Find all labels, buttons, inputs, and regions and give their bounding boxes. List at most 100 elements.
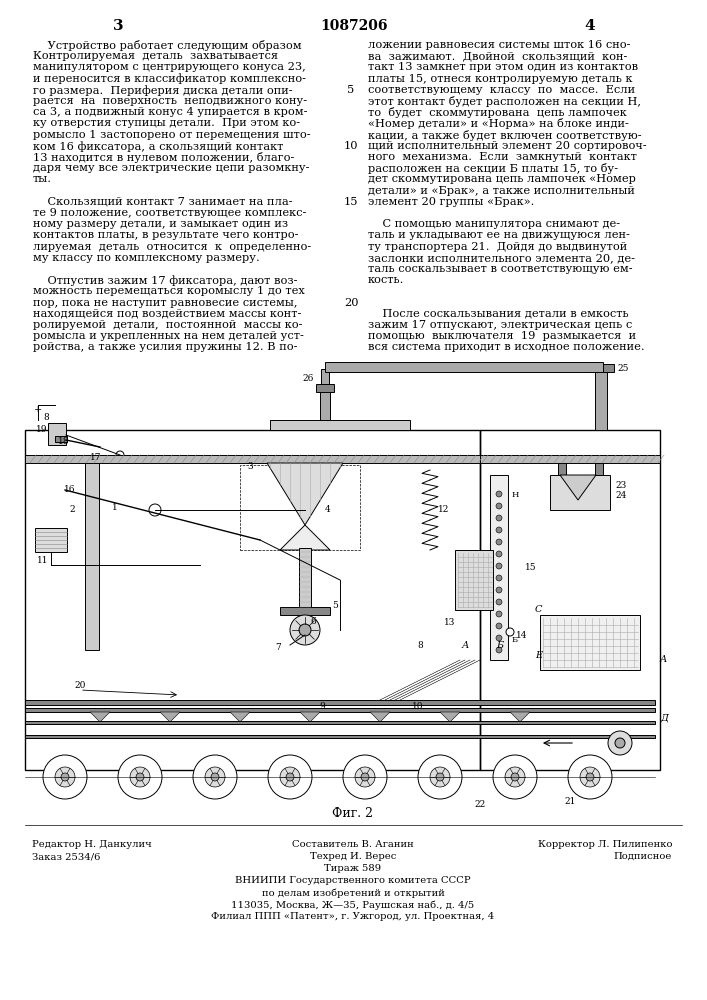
Text: манипулятором с центрирующего конуса 23,: манипулятором с центрирующего конуса 23, xyxy=(33,62,305,72)
Text: ному размеру детали, и замыкает один из: ному размеру детали, и замыкает один из xyxy=(33,219,288,229)
Text: 20: 20 xyxy=(74,681,86,690)
Text: ку отверстия ступицы детали.  При этом ко-: ку отверстия ступицы детали. При этом ко… xyxy=(33,118,300,128)
Text: 3: 3 xyxy=(247,462,252,471)
Text: вся система приходит в исходное положение.: вся система приходит в исходное положени… xyxy=(368,342,645,352)
Text: После соскальзывания детали в емкость: После соскальзывания детали в емкость xyxy=(368,309,629,319)
Bar xyxy=(25,708,655,712)
Circle shape xyxy=(493,755,537,799)
Text: щий исполнительный элемент 20 сортировоч-: щий исполнительный элемент 20 сортировоч… xyxy=(368,141,647,151)
Bar xyxy=(321,369,329,384)
Text: Редактор Н. Данкулич: Редактор Н. Данкулич xyxy=(32,840,152,849)
Text: Фиг. 2: Фиг. 2 xyxy=(332,807,373,820)
Polygon shape xyxy=(560,475,596,500)
Bar xyxy=(48,423,66,445)
Circle shape xyxy=(496,635,502,641)
Circle shape xyxy=(496,491,502,497)
Text: ВНИИПИ Государственного комитета СССР: ВНИИПИ Государственного комитета СССР xyxy=(235,876,471,885)
Circle shape xyxy=(136,773,144,781)
Text: зажим 17 отпускают, электрическая цепь с: зажим 17 отпускают, электрическая цепь с xyxy=(368,320,632,330)
Bar xyxy=(280,607,330,615)
Text: го размера.  Периферия диска детали опи-: го размера. Периферия диска детали опи- xyxy=(33,85,293,96)
Text: Составитель В. Аганин: Составитель В. Аганин xyxy=(292,840,414,849)
Circle shape xyxy=(506,628,514,636)
Text: 113035, Москва, Ж—35, Раушская наб., д. 4/5: 113035, Москва, Ж—35, Раушская наб., д. … xyxy=(231,900,474,910)
Text: А: А xyxy=(660,656,667,664)
Text: даря чему все электрические цепи разомкну-: даря чему все электрические цепи разомкн… xyxy=(33,163,310,173)
Polygon shape xyxy=(370,712,390,722)
Text: Филиал ППП «Патент», г. Ужгород, ул. Проектная, 4: Филиал ППП «Патент», г. Ужгород, ул. Про… xyxy=(211,912,495,921)
Text: 20: 20 xyxy=(344,298,358,308)
Circle shape xyxy=(496,623,502,629)
Circle shape xyxy=(130,767,150,787)
Text: 1087206: 1087206 xyxy=(320,19,387,33)
Bar xyxy=(25,455,480,463)
Text: +: + xyxy=(34,406,42,414)
Bar xyxy=(595,463,603,475)
Text: Заказ 2534/6: Заказ 2534/6 xyxy=(32,852,100,861)
Polygon shape xyxy=(90,712,110,722)
Circle shape xyxy=(496,551,502,557)
Text: 12: 12 xyxy=(438,506,450,514)
Circle shape xyxy=(496,515,502,521)
Circle shape xyxy=(361,773,369,781)
Text: «Номер детали» и «Норма» на блоке инди-: «Номер детали» и «Норма» на блоке инди- xyxy=(368,118,629,129)
Text: ролируемой  детали,  постоянной  массы ко-: ролируемой детали, постоянной массы ко- xyxy=(33,320,303,330)
Bar xyxy=(480,430,660,770)
Circle shape xyxy=(116,451,124,459)
Text: ложении равновесия системы шток 16 сно-: ложении равновесия системы шток 16 сно- xyxy=(368,40,631,50)
Text: соответствующему  классу  по  массе.  Если: соответствующему классу по массе. Если xyxy=(368,85,635,95)
Circle shape xyxy=(280,767,300,787)
Circle shape xyxy=(496,575,502,581)
Text: ты.: ты. xyxy=(33,174,52,184)
Text: кации, а также будет включен соответствую-: кации, а также будет включен соответству… xyxy=(368,130,642,141)
Circle shape xyxy=(580,767,600,787)
Text: са 3, а подвижный конус 4 упирается в кром-: са 3, а подвижный конус 4 упирается в кр… xyxy=(33,107,308,117)
Text: 7: 7 xyxy=(275,644,281,652)
Circle shape xyxy=(343,755,387,799)
Text: Е: Е xyxy=(535,650,542,660)
Bar xyxy=(455,550,493,610)
Circle shape xyxy=(496,599,502,605)
Text: по делам изобретений и открытий: по делам изобретений и открытий xyxy=(262,888,445,898)
Polygon shape xyxy=(300,712,320,722)
Text: кость.: кость. xyxy=(368,275,404,285)
Text: 4: 4 xyxy=(325,506,331,514)
Text: можность перемещаться коромыслу 1 до тех: можность перемещаться коромыслу 1 до тех xyxy=(33,286,305,296)
Text: А: А xyxy=(461,641,469,650)
Bar xyxy=(299,548,311,610)
Bar xyxy=(480,455,660,463)
Circle shape xyxy=(608,731,632,755)
Text: расположен на секции Б платы 15, то бу-: расположен на секции Б платы 15, то бу- xyxy=(368,163,618,174)
Bar xyxy=(490,475,508,660)
Bar xyxy=(270,420,410,430)
Circle shape xyxy=(496,587,502,593)
Circle shape xyxy=(496,539,502,545)
Text: помощью  выключателя  19  размыкается  и: помощью выключателя 19 размыкается и xyxy=(368,331,636,341)
Text: ройства, а также усилия пружины 12. В по-: ройства, а также усилия пружины 12. В по… xyxy=(33,342,298,352)
Text: 18: 18 xyxy=(58,438,69,446)
Text: 5: 5 xyxy=(332,600,338,609)
Bar xyxy=(25,721,655,724)
Text: находящейся под воздействием массы конт-: находящейся под воздействием массы конт- xyxy=(33,309,301,319)
Circle shape xyxy=(286,773,294,781)
Polygon shape xyxy=(267,463,343,525)
Polygon shape xyxy=(230,712,250,722)
Bar xyxy=(25,735,655,738)
Text: 14: 14 xyxy=(516,632,527,641)
Text: Б: Б xyxy=(512,636,518,644)
Circle shape xyxy=(118,755,162,799)
Text: Отпустив зажим 17 фиксатора, дают воз-: Отпустив зажим 17 фиксатора, дают воз- xyxy=(33,275,298,286)
Circle shape xyxy=(418,755,462,799)
Circle shape xyxy=(61,773,69,781)
Text: таль соскальзывает в соответствующую ем-: таль соскальзывает в соответствующую ем- xyxy=(368,264,633,274)
Text: те 9 положение, соответствующее комплекс-: те 9 положение, соответствующее комплекс… xyxy=(33,208,306,218)
Text: Подписное: Подписное xyxy=(614,852,672,861)
Circle shape xyxy=(205,767,225,787)
Text: 16: 16 xyxy=(64,486,75,494)
Text: Н: Н xyxy=(512,491,520,499)
Text: заслонки исполнительного элемента 20, де-: заслонки исполнительного элемента 20, де… xyxy=(368,253,635,263)
Text: дет скоммутирована цепь лампочек «Номер: дет скоммутирована цепь лампочек «Номер xyxy=(368,174,636,184)
Bar xyxy=(588,364,614,372)
Text: 11: 11 xyxy=(37,556,49,565)
Circle shape xyxy=(149,504,161,516)
